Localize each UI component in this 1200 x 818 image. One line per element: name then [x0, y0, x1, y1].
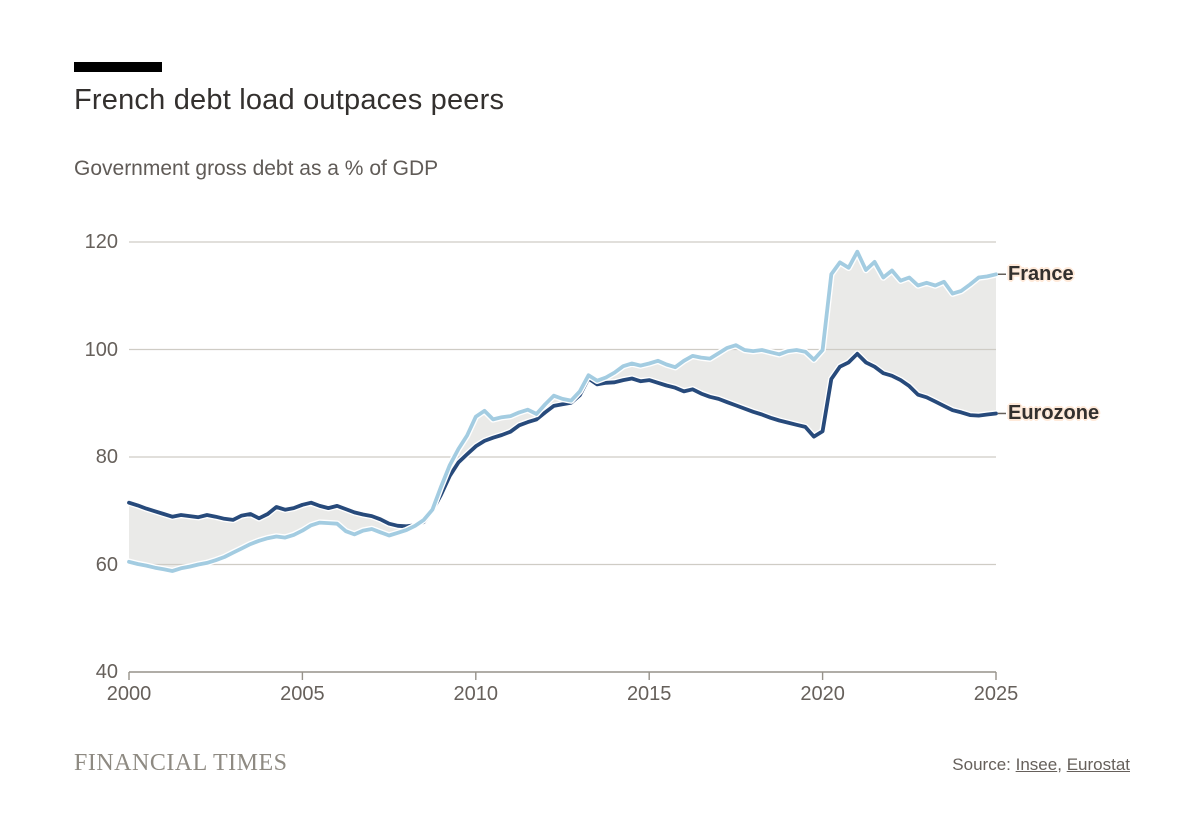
source-prefix: Source: — [952, 755, 1011, 774]
x-tick-label-2010: 2010 — [453, 683, 499, 705]
chart-title: French debt load outpaces peers — [74, 84, 505, 116]
chart-subtitle: Government gross debt as a % of GDP — [74, 157, 439, 180]
x-tick-label-2000: 2000 — [106, 683, 152, 705]
eurozone-line-casing — [125, 350, 1000, 530]
y-tick-label-100: 100 — [84, 338, 118, 361]
y-tick-label-80: 80 — [95, 446, 118, 468]
x-tick-label-2025: 2025 — [973, 683, 1019, 705]
x-tick-label-2015: 2015 — [626, 683, 672, 705]
x-tick-label-2005: 2005 — [280, 683, 325, 705]
ft-slug-bar — [74, 62, 162, 72]
y-tick-label-120: 120 — [84, 231, 118, 253]
source-line: Source: Insee, Eurostat — [952, 755, 1130, 775]
eurozone-line — [127, 351, 998, 529]
y-tick-label-60: 60 — [95, 553, 118, 576]
source-link-insee[interactable]: Insee — [1015, 755, 1058, 774]
y-tick-label-40: 40 — [95, 661, 118, 683]
band-fill — [129, 251, 996, 571]
x-tick-label-2020: 2020 — [800, 683, 845, 705]
series-label-france: France — [1008, 263, 1074, 286]
ft-logo: FINANCIAL TIMES — [74, 750, 288, 776]
source-link-eurostat[interactable]: Eurostat — [1066, 755, 1130, 774]
france-line — [127, 249, 998, 573]
source-comma: , — [1057, 755, 1062, 774]
series-label-eurozone: Eurozone — [1008, 402, 1100, 425]
